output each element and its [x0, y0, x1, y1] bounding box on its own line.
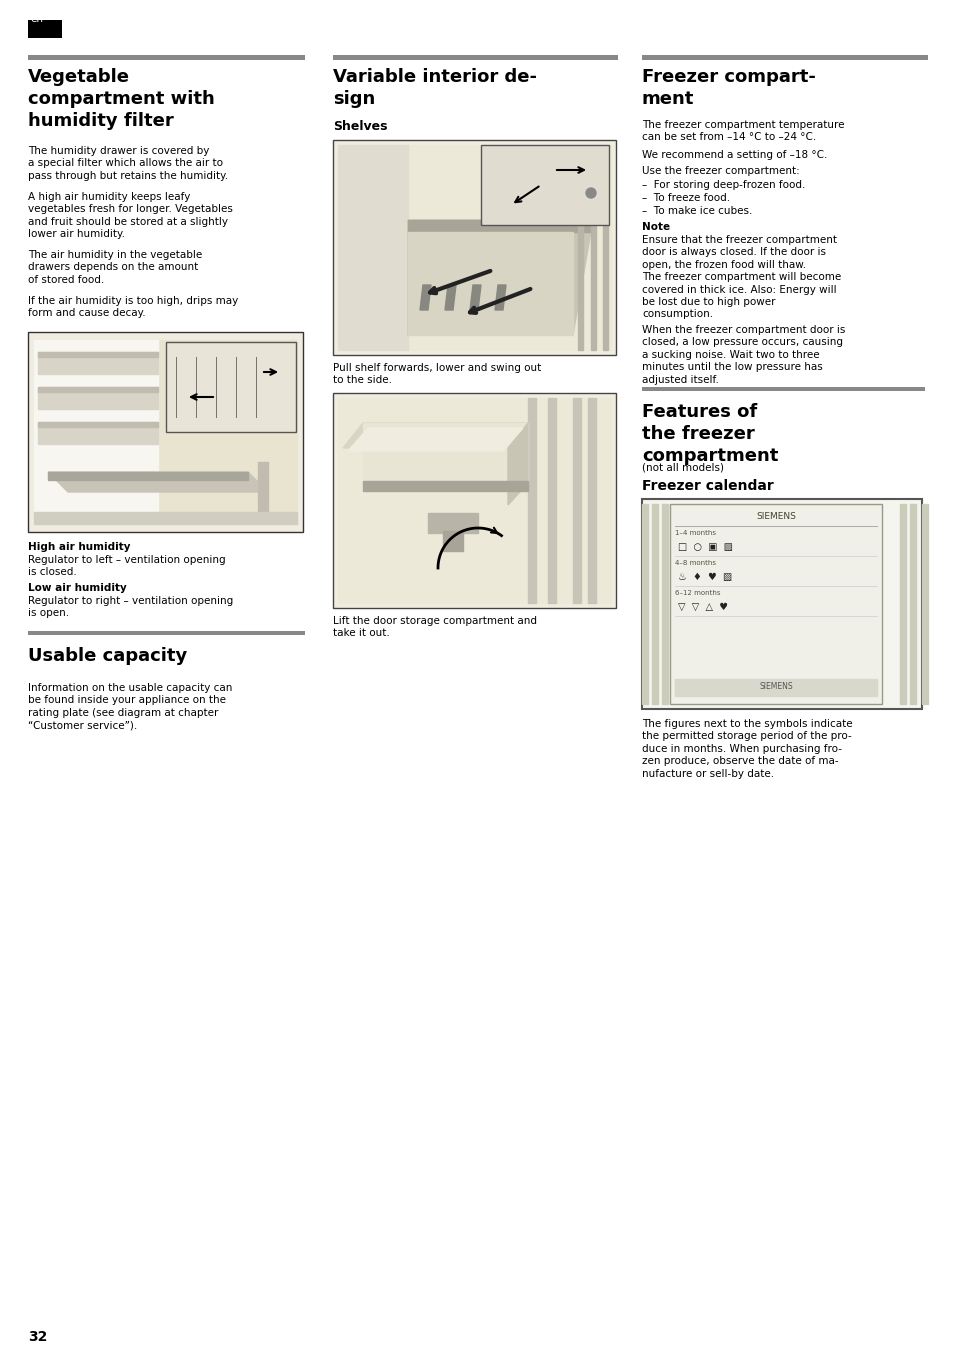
- Circle shape: [585, 188, 596, 198]
- Text: Shelves: Shelves: [333, 120, 387, 134]
- Text: If the air humidity is too high, drips may
form and cause decay.: If the air humidity is too high, drips m…: [28, 296, 238, 319]
- Polygon shape: [38, 387, 158, 409]
- Text: SIEMENS: SIEMENS: [756, 512, 795, 521]
- Text: Freezer compart-
ment: Freezer compart- ment: [641, 68, 815, 108]
- Polygon shape: [470, 285, 480, 310]
- Text: The freezer compartment temperature
can be set from –14 °C to –24 °C.: The freezer compartment temperature can …: [641, 120, 843, 142]
- Polygon shape: [573, 398, 580, 603]
- Text: The humidity drawer is covered by
a special filter which allows the air to
pass : The humidity drawer is covered by a spec…: [28, 146, 228, 181]
- Polygon shape: [34, 512, 296, 524]
- Polygon shape: [363, 481, 527, 491]
- Text: SIEMENS: SIEMENS: [759, 682, 792, 691]
- Polygon shape: [408, 232, 573, 335]
- Text: □  ○  ▣  ▨: □ ○ ▣ ▨: [678, 541, 732, 552]
- Text: 32: 32: [28, 1330, 48, 1345]
- Polygon shape: [921, 504, 927, 703]
- Polygon shape: [547, 398, 556, 603]
- Bar: [166, 342, 295, 432]
- Polygon shape: [527, 398, 536, 603]
- Polygon shape: [495, 285, 505, 310]
- Text: Regulator to right – ventilation opening
is open.: Regulator to right – ventilation opening…: [28, 595, 233, 618]
- Text: We recommend a setting of –18 °C.: We recommend a setting of –18 °C.: [641, 150, 826, 161]
- Polygon shape: [675, 679, 876, 697]
- Bar: [333, 55, 618, 59]
- Polygon shape: [38, 387, 158, 392]
- Text: Freezer calendar: Freezer calendar: [641, 479, 773, 493]
- Bar: [641, 55, 927, 59]
- Polygon shape: [38, 423, 158, 444]
- Polygon shape: [444, 285, 456, 310]
- Bar: [28, 55, 305, 59]
- Polygon shape: [348, 428, 522, 451]
- Polygon shape: [337, 144, 408, 350]
- Polygon shape: [641, 504, 647, 703]
- Polygon shape: [442, 531, 462, 551]
- Polygon shape: [408, 220, 593, 232]
- Text: The figures next to the symbols indicate
the permitted storage period of the pro: The figures next to the symbols indicate…: [641, 720, 852, 779]
- Polygon shape: [602, 211, 607, 350]
- Text: Features of
the freezer
compartment: Features of the freezer compartment: [641, 404, 778, 466]
- Text: 1–4 months: 1–4 months: [675, 531, 716, 536]
- Bar: [480, 144, 608, 225]
- Polygon shape: [343, 423, 527, 448]
- Polygon shape: [408, 220, 593, 335]
- Text: When the freezer compartment door is
closed, a low pressure occurs, causing
a su: When the freezer compartment door is clo…: [641, 325, 844, 385]
- Polygon shape: [507, 423, 527, 505]
- Polygon shape: [587, 398, 596, 603]
- Polygon shape: [337, 144, 610, 350]
- Text: Use the freezer compartment:: Use the freezer compartment:: [641, 166, 799, 176]
- Bar: [641, 387, 924, 392]
- Text: Note: Note: [641, 221, 669, 232]
- Text: Ensure that the freezer compartment
door is always closed. If the door is
open, : Ensure that the freezer compartment door…: [641, 235, 841, 320]
- Bar: [28, 630, 305, 634]
- Bar: [333, 393, 616, 608]
- Bar: [28, 20, 62, 38]
- Polygon shape: [48, 472, 248, 481]
- Bar: [641, 500, 921, 709]
- Polygon shape: [899, 504, 905, 703]
- Polygon shape: [48, 472, 268, 491]
- Polygon shape: [34, 340, 158, 524]
- Polygon shape: [428, 513, 477, 533]
- Text: –  For storing deep-frozen food.: – For storing deep-frozen food.: [641, 180, 804, 190]
- Text: (not all models): (not all models): [641, 463, 723, 472]
- Bar: [333, 140, 616, 355]
- Polygon shape: [651, 504, 658, 703]
- Text: 6–12 months: 6–12 months: [675, 590, 720, 595]
- Polygon shape: [909, 504, 915, 703]
- Polygon shape: [337, 398, 610, 603]
- Text: Low air humidity: Low air humidity: [28, 583, 127, 593]
- Text: A high air humidity keeps leafy
vegetables fresh for longer. Vegetables
and frui: A high air humidity keeps leafy vegetabl…: [28, 192, 233, 239]
- Polygon shape: [419, 285, 431, 310]
- Text: –  To make ice cubes.: – To make ice cubes.: [641, 207, 752, 216]
- Text: –  To freeze food.: – To freeze food.: [641, 193, 729, 202]
- Text: Information on the usable capacity can
be found inside your appliance on the
rat: Information on the usable capacity can b…: [28, 683, 233, 730]
- Polygon shape: [257, 462, 268, 522]
- Text: en: en: [30, 14, 43, 24]
- Text: ▽  ▽  △  ♥: ▽ ▽ △ ♥: [678, 602, 727, 612]
- Text: 4–8 months: 4–8 months: [675, 560, 716, 566]
- Text: The air humidity in the vegetable
drawers depends on the amount
of stored food.: The air humidity in the vegetable drawer…: [28, 250, 202, 285]
- Polygon shape: [38, 423, 158, 427]
- Polygon shape: [363, 423, 527, 483]
- Polygon shape: [34, 340, 296, 524]
- Bar: [28, 332, 303, 532]
- Polygon shape: [38, 352, 158, 356]
- Polygon shape: [38, 352, 158, 374]
- Text: Vegetable
compartment with
humidity filter: Vegetable compartment with humidity filt…: [28, 68, 214, 131]
- Polygon shape: [578, 211, 582, 350]
- Text: ♨  ♦  ♥  ▨: ♨ ♦ ♥ ▨: [678, 572, 732, 582]
- Text: Regulator to left – ventilation opening
is closed.: Regulator to left – ventilation opening …: [28, 555, 226, 578]
- Bar: [669, 504, 882, 703]
- Text: Pull shelf forwards, lower and swing out
to the side.: Pull shelf forwards, lower and swing out…: [333, 363, 540, 385]
- Polygon shape: [661, 504, 667, 703]
- Text: High air humidity: High air humidity: [28, 541, 131, 552]
- Text: Usable capacity: Usable capacity: [28, 647, 187, 666]
- Polygon shape: [590, 211, 596, 350]
- Text: Lift the door storage compartment and
take it out.: Lift the door storage compartment and ta…: [333, 616, 537, 639]
- Text: Variable interior de-
sign: Variable interior de- sign: [333, 68, 537, 108]
